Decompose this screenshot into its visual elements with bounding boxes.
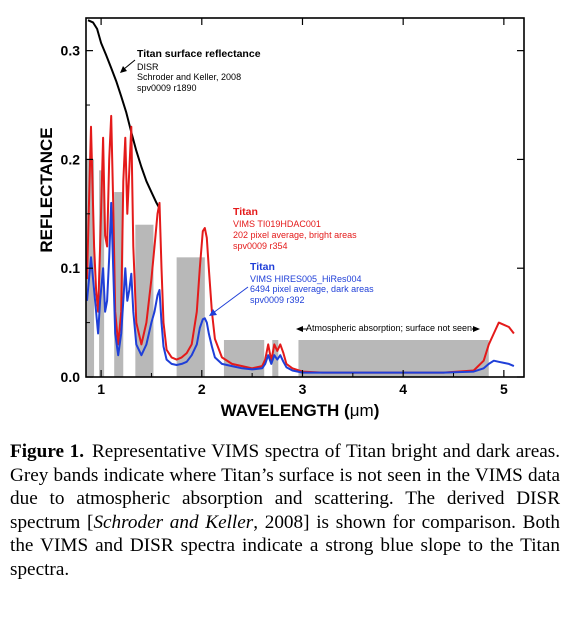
- y-axis-label: REFLECTANCE: [37, 127, 56, 252]
- disr-line: [87, 19, 161, 209]
- y-tick-label-0.2: 0.2: [61, 151, 81, 167]
- spectra-lines: [86, 19, 515, 374]
- vims-dark-pointer: [212, 286, 249, 314]
- x-axis-label: WAVELENGTH (μm): [221, 401, 380, 420]
- caption-citation-year: , 2008]: [253, 511, 310, 533]
- vims-bright-annotation: Titan VIMS TI019HDAC001 202 pixel averag…: [233, 206, 357, 251]
- grey-band-5: [223, 340, 265, 377]
- vims-dark-annotation: Titan VIMS HIRES005_HiRes004 6494 pixel …: [250, 261, 374, 305]
- plot-frame: [85, 17, 525, 378]
- y-tick-label-0.0: 0.0: [61, 369, 81, 385]
- absorption-label-bg: [307, 322, 472, 334]
- grey-band-3: [135, 224, 154, 377]
- vims-dark-arrowhead: [209, 309, 217, 316]
- disr-line-1: DISR: [137, 62, 159, 72]
- absorption-arrow-right: [473, 326, 480, 332]
- disr-line-2: Schroder and Keller, 2008: [137, 72, 241, 82]
- vims-bright-line-3: spv0009 r354: [233, 241, 288, 251]
- disr-annotation: Titan surface reflectance DISR Schroder …: [137, 48, 261, 93]
- grey-band-2: [114, 192, 124, 377]
- vims-dark-title: Titan: [250, 261, 275, 273]
- vims-dark-line-2: 6494 pixel average, dark areas: [250, 284, 374, 294]
- reflectance-chart: 1 2 3 4 5 0.0 0.1 0.2 0.3 WAVELENGTH (μm) REFLE…: [37, 17, 525, 420]
- y-tick-label-0.3: 0.3: [61, 43, 81, 59]
- disr-pointer: [123, 59, 136, 70]
- disr-title: Titan surface reflectance: [137, 48, 261, 60]
- vims-dark-line: [86, 201, 515, 374]
- grey-band-6: [272, 340, 279, 377]
- caption-text-2: is shown for comparison. Both the VIMS a…: [10, 511, 560, 580]
- grey-band-4: [176, 257, 205, 377]
- disr-line-3: spv0009 r1890: [137, 83, 197, 93]
- absorption-label: Atmospheric absorption; surface not seen: [306, 323, 472, 333]
- x-tick-label-5: 5: [500, 381, 508, 397]
- x-axis-ticks: 1 2 3 4 5: [97, 18, 508, 397]
- x-tick-label-2: 2: [198, 381, 206, 397]
- vims-bright-title: Titan: [233, 206, 258, 218]
- y-axis-ticks: 0.0 0.1 0.2 0.3: [61, 43, 524, 385]
- y-tick-label-0.1: 0.1: [61, 260, 81, 276]
- x-tick-label-4: 4: [399, 381, 407, 397]
- figure-caption: Figure 1. Representative VIMS spectra of …: [10, 440, 560, 581]
- vims-dark-line-1: VIMS HIRES005_HiRes004: [250, 274, 362, 284]
- vims-bright-line-2: 202 pixel average, bright areas: [233, 230, 357, 240]
- vims-dark-line-3: spv0009 r392: [250, 295, 305, 305]
- caption-label: Figure 1.: [10, 441, 84, 462]
- caption-text-1: Representative VIMS spectra of Titan bri…: [10, 441, 560, 533]
- x-tick-label-3: 3: [299, 381, 307, 397]
- disr-arrowhead: [120, 66, 127, 73]
- vims-bright-line-1: VIMS TI019HDAC001: [233, 219, 321, 229]
- absorption-arrow-left: [296, 326, 303, 332]
- caption-citation-author: Schroder and Keller: [93, 511, 254, 533]
- x-tick-label-1: 1: [97, 381, 105, 397]
